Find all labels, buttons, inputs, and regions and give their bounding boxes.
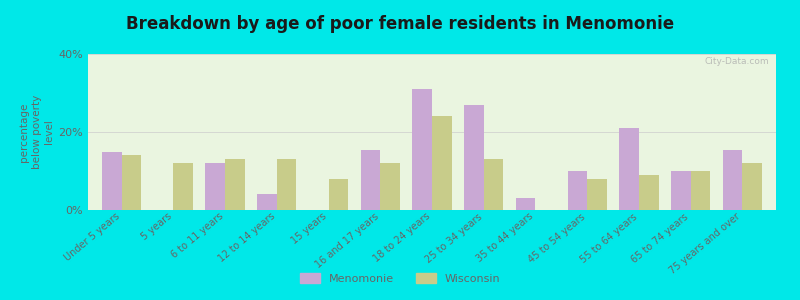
Bar <box>619 128 639 210</box>
Bar <box>639 175 658 210</box>
Bar <box>722 149 742 210</box>
Bar <box>277 159 297 210</box>
Bar <box>484 159 503 210</box>
Bar <box>122 155 142 210</box>
Bar <box>361 149 380 210</box>
Legend: Menomonie, Wisconsin: Menomonie, Wisconsin <box>295 269 505 288</box>
Y-axis label: percentage
below poverty
level: percentage below poverty level <box>19 95 54 169</box>
Bar <box>329 179 348 210</box>
Text: City-Data.com: City-Data.com <box>705 57 769 66</box>
Bar <box>567 171 587 210</box>
Bar <box>206 163 225 210</box>
Bar <box>380 163 400 210</box>
Bar <box>257 194 277 210</box>
Text: Breakdown by age of poor female residents in Menomonie: Breakdown by age of poor female resident… <box>126 15 674 33</box>
Bar <box>432 116 452 210</box>
Bar <box>587 179 607 210</box>
Bar <box>174 163 193 210</box>
Bar <box>464 105 484 210</box>
Bar <box>742 163 762 210</box>
Bar <box>225 159 245 210</box>
Bar <box>671 171 690 210</box>
Bar <box>412 89 432 210</box>
Bar <box>690 171 710 210</box>
Bar <box>102 152 122 210</box>
Bar <box>516 198 535 210</box>
